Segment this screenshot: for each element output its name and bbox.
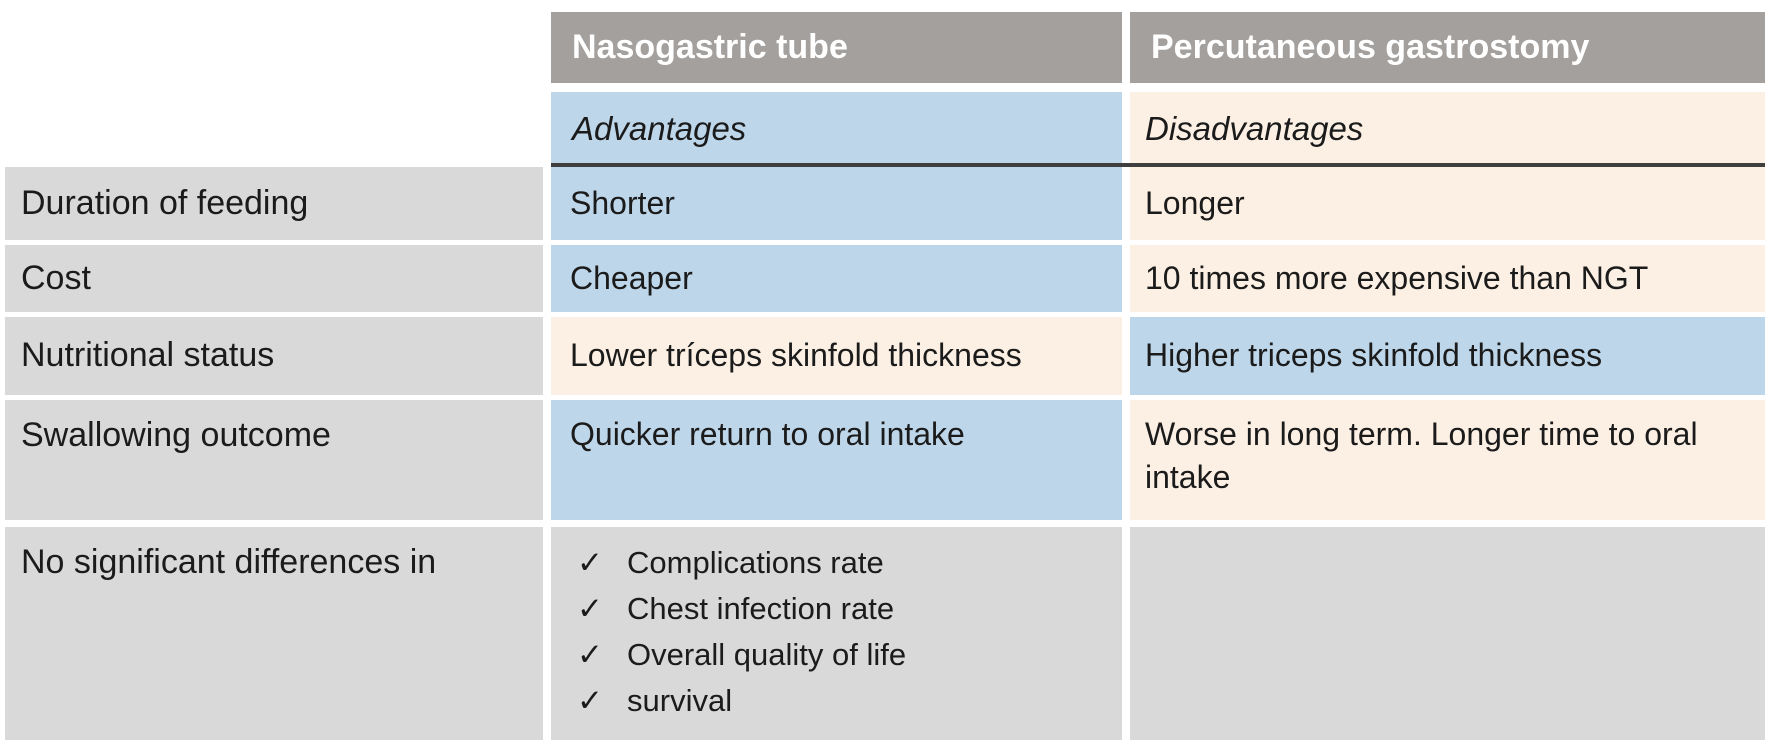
- no-differences-checklist: ✓ Complications rate ✓ Chest infection r…: [577, 545, 906, 729]
- check-icon: ✓: [577, 683, 603, 718]
- column-header-label: Nasogastric tube: [572, 27, 848, 66]
- row-label-swallowing-outcome: Swallowing outcome: [5, 400, 543, 520]
- cell-no-differences-empty: [1130, 527, 1765, 740]
- check-icon: ✓: [577, 637, 603, 672]
- check-icon: ✓: [577, 591, 603, 626]
- row-label: Swallowing outcome: [21, 416, 331, 454]
- row-label-duration-of-feeding: Duration of feeding: [5, 167, 543, 240]
- cell-value: Worse in long term. Longer time to oral …: [1145, 416, 1698, 496]
- check-icon: ✓: [577, 545, 603, 580]
- divider-line: [551, 163, 1765, 167]
- cell-value: Cheaper: [570, 259, 693, 296]
- cell-value: Longer: [1145, 184, 1245, 221]
- checklist-item-label: Overall quality of life: [627, 637, 907, 672]
- subheader-label: Advantages: [572, 110, 747, 148]
- cell-value: Quicker return to oral intake: [570, 416, 965, 452]
- row-label: No significant differences in: [21, 543, 437, 581]
- checklist-item-label: survival: [627, 683, 733, 718]
- checklist-item: ✓ Overall quality of life: [577, 637, 906, 672]
- cell-swallowing-ngt: Quicker return to oral intake: [551, 400, 1122, 520]
- cell-cost-peg: 10 times more expensive than NGT: [1130, 245, 1765, 312]
- checklist-item-label: Chest infection rate: [627, 591, 895, 626]
- column-header-percutaneous-gastrostomy: Percutaneous gastrostomy: [1130, 12, 1765, 83]
- row-label-nutritional-status: Nutritional status: [5, 317, 543, 395]
- row-label: Nutritional status: [21, 336, 275, 375]
- cell-cost-ngt: Cheaper: [551, 245, 1122, 312]
- checklist-item-label: Complications rate: [627, 545, 884, 580]
- row-label: Cost: [21, 258, 91, 297]
- cell-nutritional-peg: Higher triceps skinfold thickness: [1130, 317, 1765, 395]
- cell-value: Higher triceps skinfold thickness: [1145, 337, 1603, 374]
- cell-duration-ngt: Shorter: [551, 167, 1122, 240]
- row-label-cost: Cost: [5, 245, 543, 312]
- checklist-item: ✓ survival: [577, 683, 906, 718]
- column-header-label: Percutaneous gastrostomy: [1151, 27, 1590, 66]
- subheader-disadvantages: Disadvantages: [1130, 92, 1765, 167]
- cell-swallowing-peg: Worse in long term. Longer time to oral …: [1130, 400, 1765, 520]
- row-label: Duration of feeding: [21, 183, 309, 222]
- cell-nutritional-ngt: Lower tríceps skinfold thickness: [551, 317, 1122, 395]
- cell-duration-peg: Longer: [1130, 167, 1765, 240]
- cell-no-differences-list: ✓ Complications rate ✓ Chest infection r…: [551, 527, 1122, 740]
- checklist-item: ✓ Chest infection rate: [577, 591, 906, 626]
- comparison-table: Nasogastric tube Percutaneous gastrostom…: [5, 12, 1765, 748]
- row-label-no-significant-differences: No significant differences in: [5, 527, 543, 740]
- subheader-advantages: Advantages: [551, 92, 1122, 167]
- checklist-item: ✓ Complications rate: [577, 545, 906, 580]
- cell-value: Lower tríceps skinfold thickness: [570, 337, 1022, 374]
- subheader-label: Disadvantages: [1145, 110, 1364, 148]
- cell-value: 10 times more expensive than NGT: [1145, 259, 1649, 296]
- column-header-nasogastric-tube: Nasogastric tube: [551, 12, 1122, 83]
- cell-value: Shorter: [570, 184, 675, 221]
